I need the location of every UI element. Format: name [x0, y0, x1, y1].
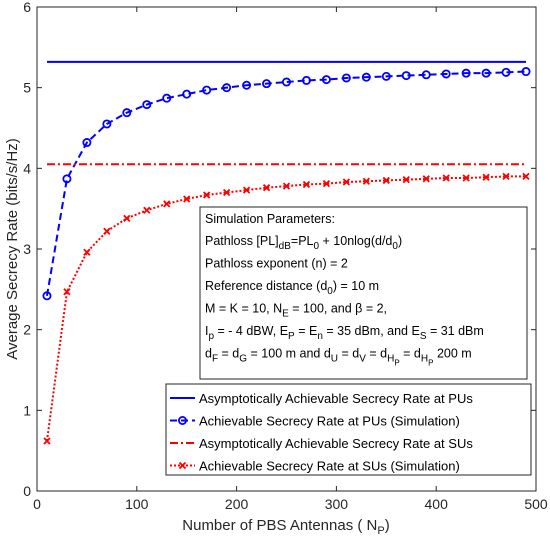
data-point — [302, 180, 311, 189]
data-point — [481, 68, 491, 78]
data-point — [381, 71, 391, 81]
data-point — [402, 175, 410, 184]
x-tick-label: 200 — [225, 496, 249, 512]
annotation-line: Pathloss [PL]dB=PL0 + 10nlog(d/d0) — [205, 234, 402, 252]
data-point — [123, 214, 131, 222]
data-point — [63, 288, 71, 296]
x-axis-title-main: Number of PBS Antennas ( N — [182, 517, 377, 534]
data-point — [361, 72, 371, 82]
data-point — [262, 79, 272, 89]
series-group — [42, 60, 531, 445]
data-point — [282, 182, 291, 190]
data-point — [242, 186, 251, 194]
data-point — [441, 69, 451, 79]
x-tick-label: 500 — [524, 496, 548, 512]
data-point — [122, 108, 132, 118]
axis-ticks: 0 100 200 300 400 500 0 1 2 3 4 5 6 — [23, 0, 548, 512]
x-tick-label: 400 — [425, 496, 449, 512]
data-point — [83, 248, 91, 256]
y-tick-label: 1 — [23, 402, 31, 418]
data-point — [143, 206, 151, 214]
legend-item: Achievable Secrecy Rate at PUs (Simulati… — [170, 414, 460, 429]
annotation-line: Pathloss exponent (n) = 2 — [205, 257, 348, 271]
data-point — [103, 227, 111, 235]
legend-frame — [165, 383, 532, 476]
data-point — [462, 174, 470, 182]
annotation-line: Ip = - 4 dBW, EP = En = 35 dBm, and ES =… — [205, 324, 484, 342]
data-point — [102, 119, 112, 129]
data-point — [501, 67, 511, 77]
data-point — [202, 85, 212, 95]
data-point — [401, 71, 411, 81]
series-4 — [43, 172, 530, 445]
annotation-line: M = K = 10, NE = 100, and β = 2, — [205, 302, 387, 320]
series-2 — [42, 67, 531, 301]
data-point — [281, 77, 291, 87]
data-point — [222, 188, 231, 197]
data-point — [522, 172, 530, 181]
data-point — [341, 73, 351, 83]
data-point — [62, 174, 72, 184]
legend-marker — [177, 415, 187, 425]
y-axis-title: Average Secrecy Rate (bits/s/Hz) — [4, 138, 21, 359]
data-point — [182, 89, 192, 99]
data-point — [301, 75, 311, 85]
data-point — [142, 100, 152, 110]
data-point — [82, 138, 92, 148]
annotation-frame — [199, 206, 528, 380]
annotation-title: Simulation Parameters: — [205, 212, 335, 226]
x-axis-title-sub: P — [377, 525, 384, 537]
annotation-box: Simulation Parameters: Pathloss [PL]dB=P… — [199, 206, 528, 380]
legend-label: Achievable Secrecy Rate at PUs (Simulati… — [199, 414, 460, 429]
legend-item: Achievable Secrecy Rate at SUs (Simulati… — [170, 459, 460, 474]
data-point — [322, 180, 331, 188]
y-tick-label: 0 — [23, 483, 31, 499]
series-line — [45, 70, 527, 296]
data-point — [183, 195, 191, 203]
y-tick-label: 3 — [23, 241, 31, 257]
data-point — [461, 68, 471, 78]
data-point — [162, 93, 172, 103]
legend-label: Asymptotically Achievable Secrecy Rate a… — [199, 391, 473, 406]
x-tick-label: 100 — [125, 496, 149, 512]
data-point — [422, 175, 430, 183]
data-point — [163, 200, 171, 208]
y-tick-label: 2 — [23, 322, 31, 338]
x-tick-label: 300 — [325, 496, 349, 512]
data-point — [222, 83, 232, 93]
data-point — [242, 80, 252, 90]
data-point — [482, 173, 490, 181]
data-point — [442, 174, 450, 182]
data-point — [362, 177, 370, 185]
y-tick-label: 6 — [23, 0, 31, 15]
legend-marker — [178, 461, 187, 470]
legend-items: Asymptotically Achievable Secrecy Rate a… — [170, 391, 473, 474]
data-point — [421, 70, 431, 80]
legend-label: Asymptotically Achievable Secrecy Rate a… — [199, 436, 473, 451]
data-point — [382, 176, 390, 185]
legend: Asymptotically Achievable Secrecy Rate a… — [165, 383, 532, 476]
data-point — [42, 291, 52, 301]
data-point — [521, 67, 531, 77]
x-axis-title-close: ) — [385, 517, 390, 534]
legend-item: Asymptotically Achievable Secrecy Rate a… — [170, 391, 473, 406]
legend-item: Asymptotically Achievable Secrecy Rate a… — [170, 436, 473, 451]
y-tick-label: 5 — [23, 80, 31, 96]
x-tick-label: 0 — [33, 496, 41, 512]
data-point — [262, 184, 271, 192]
data-point — [43, 437, 51, 445]
y-tick-label: 4 — [23, 160, 31, 176]
data-point — [203, 191, 211, 199]
annotation-line: Reference distance (d0) = 10 m — [205, 279, 379, 297]
annotation-lines: Pathloss [PL]dB=PL0 + 10nlog(d/d0) Pathlo… — [205, 234, 484, 368]
data-point — [502, 172, 510, 181]
data-point — [342, 178, 351, 186]
legend-label: Achievable Secrecy Rate at SUs (Simulati… — [199, 459, 460, 474]
annotation-line: dF = dG = 100 m and dU = dV = dHP = dHP … — [205, 347, 472, 368]
x-axis-title: Number of PBS Antennas ( NP) — [182, 517, 389, 537]
data-point — [321, 75, 331, 85]
